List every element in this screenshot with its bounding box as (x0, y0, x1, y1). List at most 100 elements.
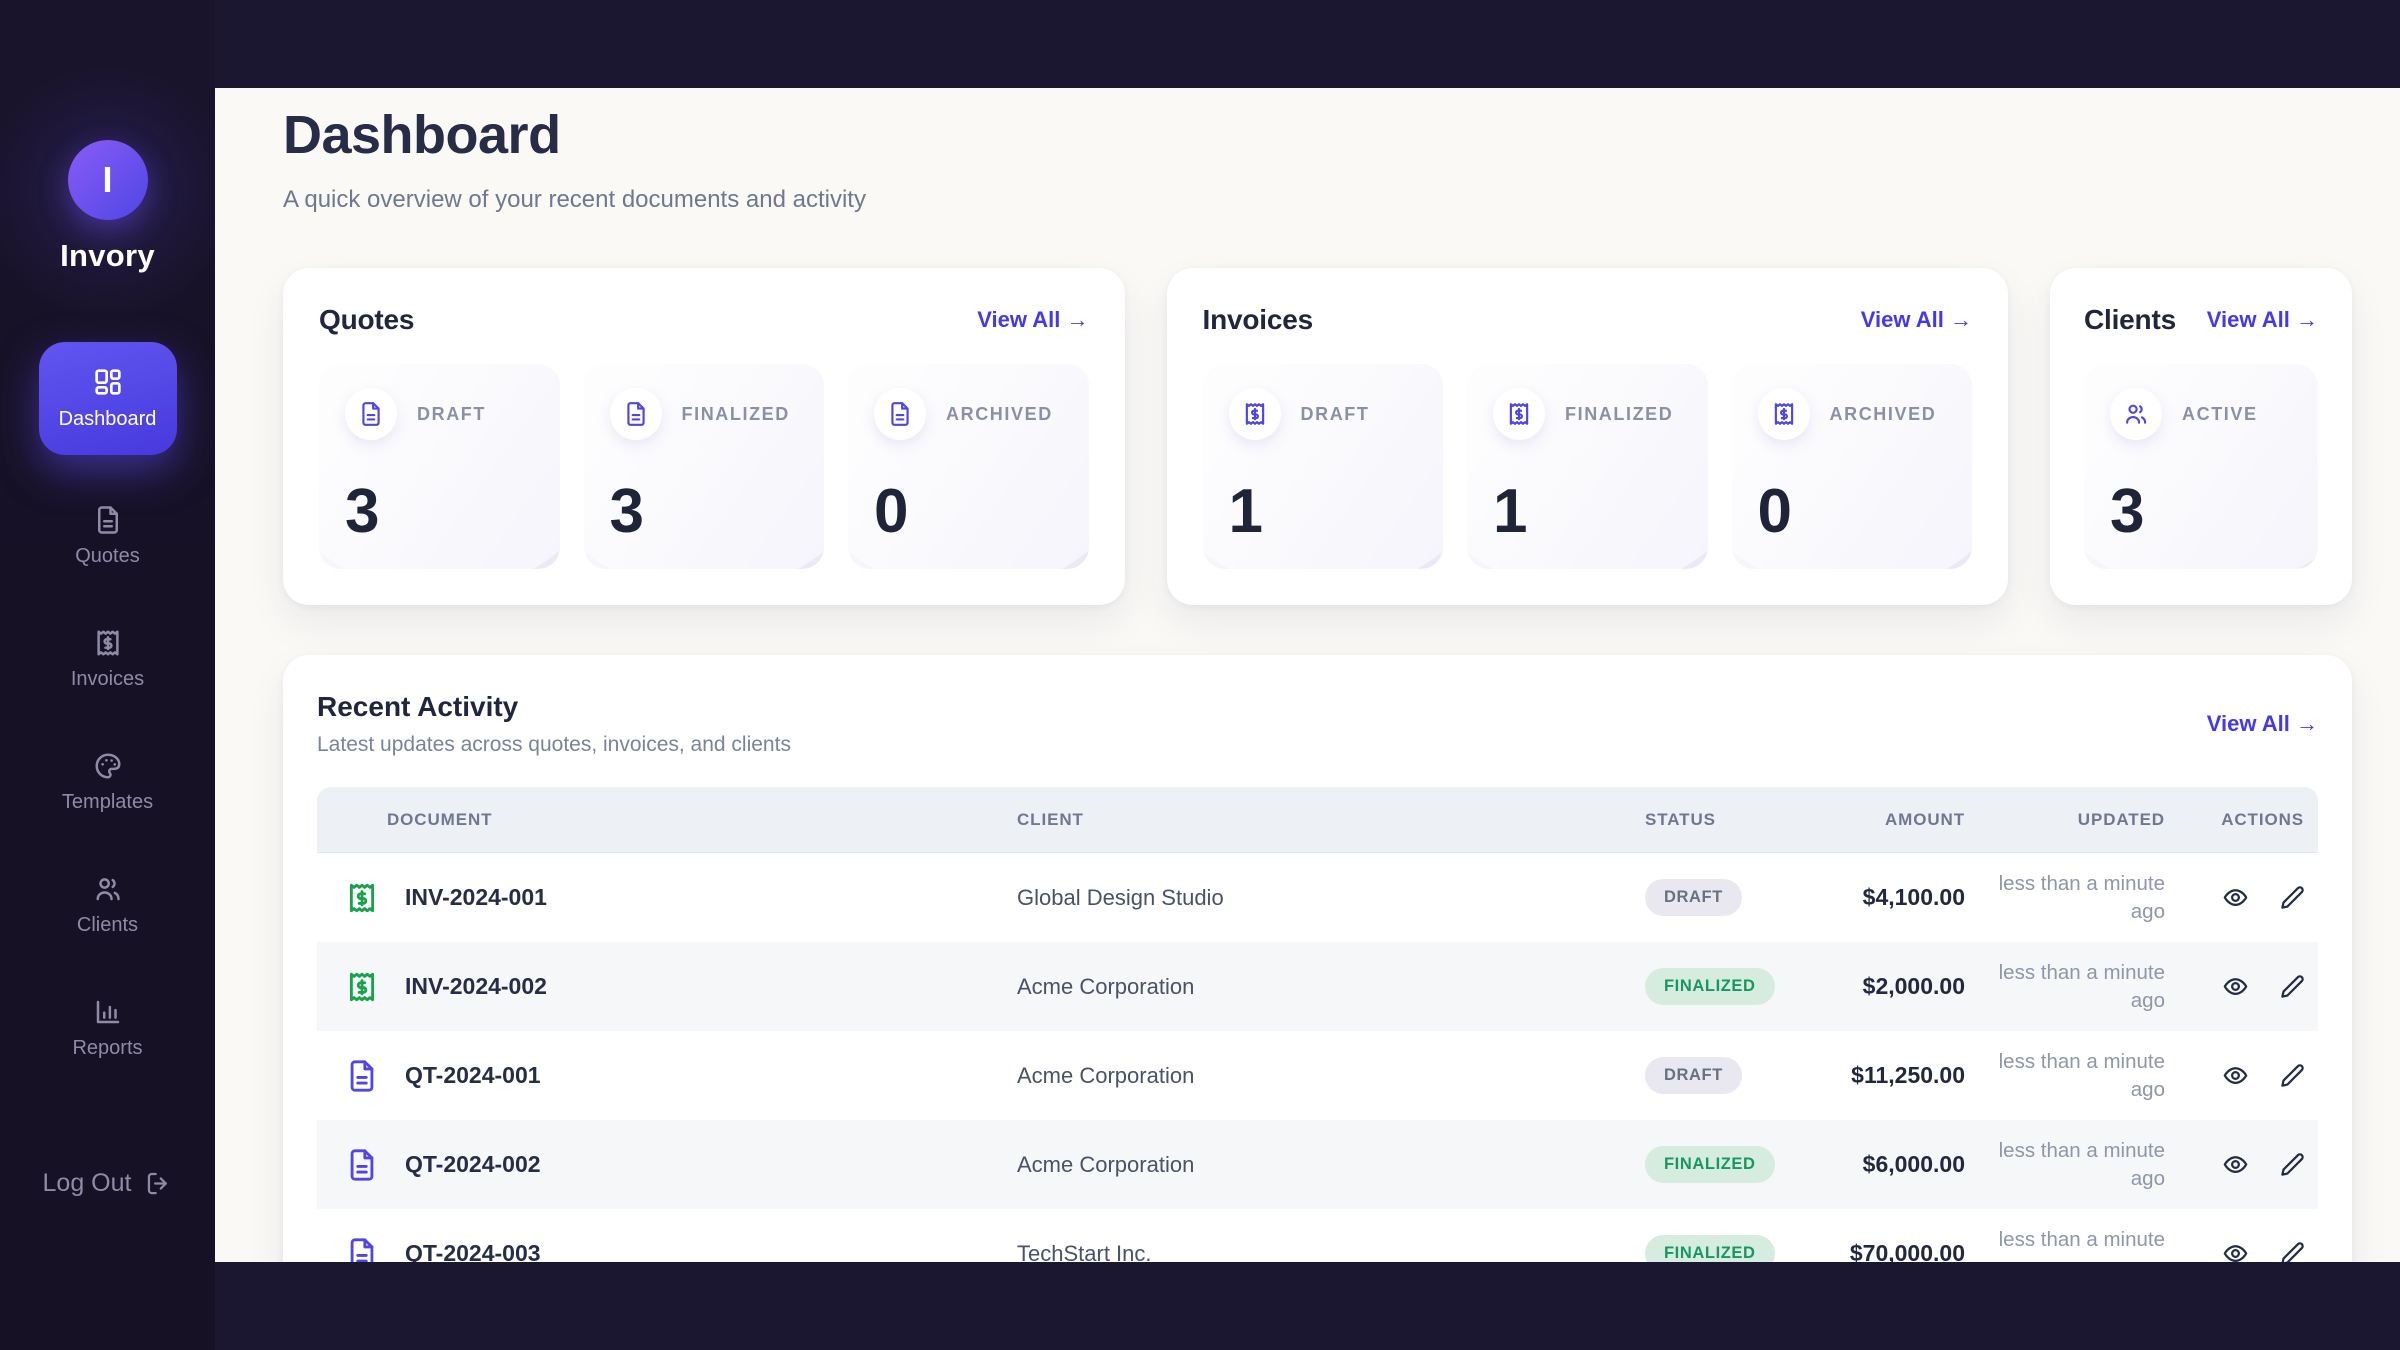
updated-time: less than a minute ago (1998, 1227, 2165, 1262)
stat-label: DRAFT (417, 403, 486, 424)
stat-value: 3 (2110, 477, 2145, 546)
quote-document-icon (345, 388, 397, 440)
sidebar-item-label: Dashboard (58, 408, 157, 430)
invoices-finalized-tile: FINALIZED 1 (1467, 364, 1708, 569)
sidebar-item-label: Invoices (70, 668, 145, 690)
updated-time: less than a minute ago (1998, 1138, 2165, 1190)
page-title: Dashboard (283, 105, 561, 165)
view-button[interactable] (2222, 1240, 2249, 1262)
document-id: INV-2024-001 (405, 884, 547, 910)
column-header-actions: ACTIONS (2221, 809, 2304, 829)
invoice-receipt-icon (345, 881, 379, 915)
quotes-draft-tile: DRAFT 3 (319, 364, 560, 569)
invoice-receipt-icon (93, 628, 123, 658)
brand-logo-letter: I (102, 159, 113, 200)
edit-button[interactable] (2279, 884, 2306, 911)
sidebar: I Invory Dashboard Quotes Invoices (0, 0, 215, 1350)
pencil-icon (2281, 1242, 2304, 1262)
quote-document-icon (345, 1237, 379, 1262)
stat-value: 3 (609, 477, 644, 546)
client-name: Acme Corporation (1017, 973, 1195, 999)
quote-document-icon (93, 505, 123, 535)
dashboard-grid-icon (92, 366, 124, 398)
sidebar-item-label: Templates (61, 791, 154, 813)
stat-value: 1 (1228, 477, 1263, 546)
eye-icon (2223, 1067, 2248, 1084)
column-header-client: CLIENT (1017, 809, 1084, 829)
sidebar-item-dashboard[interactable]: Dashboard (38, 342, 177, 455)
table-body: INV-2024-001 Global Design Studio DRAFT … (317, 853, 2318, 1262)
document-id: QT-2024-003 (405, 1240, 541, 1262)
stat-value: 0 (874, 477, 909, 546)
sidebar-item-quotes[interactable]: Quotes (33, 497, 183, 576)
invoices-draft-tile: DRAFT 1 (1202, 364, 1443, 569)
column-header-status: STATUS (1645, 809, 1716, 829)
view-button[interactable] (2222, 973, 2249, 1000)
clients-card-title: Clients (2084, 304, 2176, 335)
quote-document-icon (345, 1148, 379, 1182)
invoices-card-title: Invoices (1202, 304, 1314, 335)
edit-button[interactable] (2279, 1151, 2306, 1178)
amount-value: $6,000.00 (1862, 1151, 1965, 1177)
stat-label: ARCHIVED (1829, 403, 1937, 424)
invoices-card: Invoices View All → DRAFT 1 (1166, 268, 2008, 605)
eye-icon (2223, 1156, 2248, 1173)
activity-view-all-link[interactable]: View All → (2206, 711, 2318, 736)
clients-active-tile: ACTIVE 3 (2084, 364, 2318, 569)
document-id: QT-2024-001 (405, 1062, 541, 1088)
sidebar-item-label: Clients (76, 914, 139, 936)
view-button[interactable] (2222, 1062, 2249, 1089)
logout-label: Log Out (42, 1169, 132, 1197)
logout-button[interactable]: Log Out (43, 1169, 173, 1198)
table-row: QT-2024-002 Acme Corporation FINALIZED $… (317, 1120, 2318, 1209)
quotes-finalized-tile: FINALIZED 3 (583, 364, 824, 569)
sidebar-item-invoices[interactable]: Invoices (33, 620, 183, 699)
invoices-archived-tile: ARCHIVED 0 (1731, 364, 1972, 569)
quote-document-icon (609, 388, 662, 440)
column-header-document: DOCUMENT (387, 809, 493, 829)
quotes-view-all-link[interactable]: View All → (977, 307, 1089, 332)
quotes-card: Quotes View All → DRAFT 3 (283, 268, 1125, 605)
pencil-icon (2281, 1153, 2304, 1176)
quotes-card-title: Quotes (319, 304, 415, 335)
view-button[interactable] (2222, 1151, 2249, 1178)
status-badge: DRAFT (1645, 879, 1742, 916)
column-header-amount: AMOUNT (1885, 809, 1965, 829)
content-panel: Dashboard A quick overview of your recen… (215, 88, 2400, 1262)
sidebar-item-reports[interactable]: Reports (33, 989, 183, 1068)
status-badge: FINALIZED (1645, 1235, 1775, 1262)
clients-view-all-link[interactable]: View All → (2206, 307, 2318, 332)
edit-button[interactable] (2279, 1062, 2306, 1089)
updated-time: less than a minute ago (1998, 960, 2165, 1012)
amount-value: $70,000.00 (1849, 1240, 1965, 1262)
clients-card: Clients View All → ACTIVE 3 (2050, 268, 2352, 605)
stat-value: 3 (345, 477, 380, 546)
logout-icon (145, 1170, 172, 1197)
quote-document-icon (345, 1059, 379, 1093)
document-id: QT-2024-002 (405, 1151, 541, 1177)
stat-label: FINALIZED (681, 403, 790, 424)
page-subtitle: A quick overview of your recent document… (283, 186, 866, 213)
invoice-receipt-icon (345, 970, 379, 1004)
pencil-icon (2281, 1064, 2304, 1087)
amount-value: $2,000.00 (1862, 973, 1965, 999)
view-button[interactable] (2222, 884, 2249, 911)
summary-cards-row: Quotes View All → DRAFT 3 (283, 268, 2352, 605)
stat-value: 1 (1493, 477, 1528, 546)
edit-button[interactable] (2279, 973, 2306, 1000)
client-name: TechStart Inc. (1017, 1240, 1152, 1263)
eye-icon (2223, 1245, 2248, 1262)
client-name: Global Design Studio (1017, 884, 1224, 910)
brand-logo: I (67, 140, 148, 220)
sidebar-nav: Dashboard Quotes Invoices Templates (0, 342, 215, 1112)
stat-label: DRAFT (1300, 403, 1370, 424)
amount-value: $11,250.00 (1851, 1062, 1965, 1088)
sidebar-item-clients[interactable]: Clients (33, 866, 183, 945)
palette-icon (93, 751, 123, 781)
edit-button[interactable] (2279, 1240, 2306, 1262)
recent-activity-card: Recent Activity Latest updates across qu… (283, 655, 2352, 1262)
sidebar-item-templates[interactable]: Templates (33, 743, 183, 822)
invoices-view-all-link[interactable]: View All → (1860, 307, 1972, 332)
table-row: INV-2024-002 Acme Corporation FINALIZED … (317, 942, 2318, 1031)
